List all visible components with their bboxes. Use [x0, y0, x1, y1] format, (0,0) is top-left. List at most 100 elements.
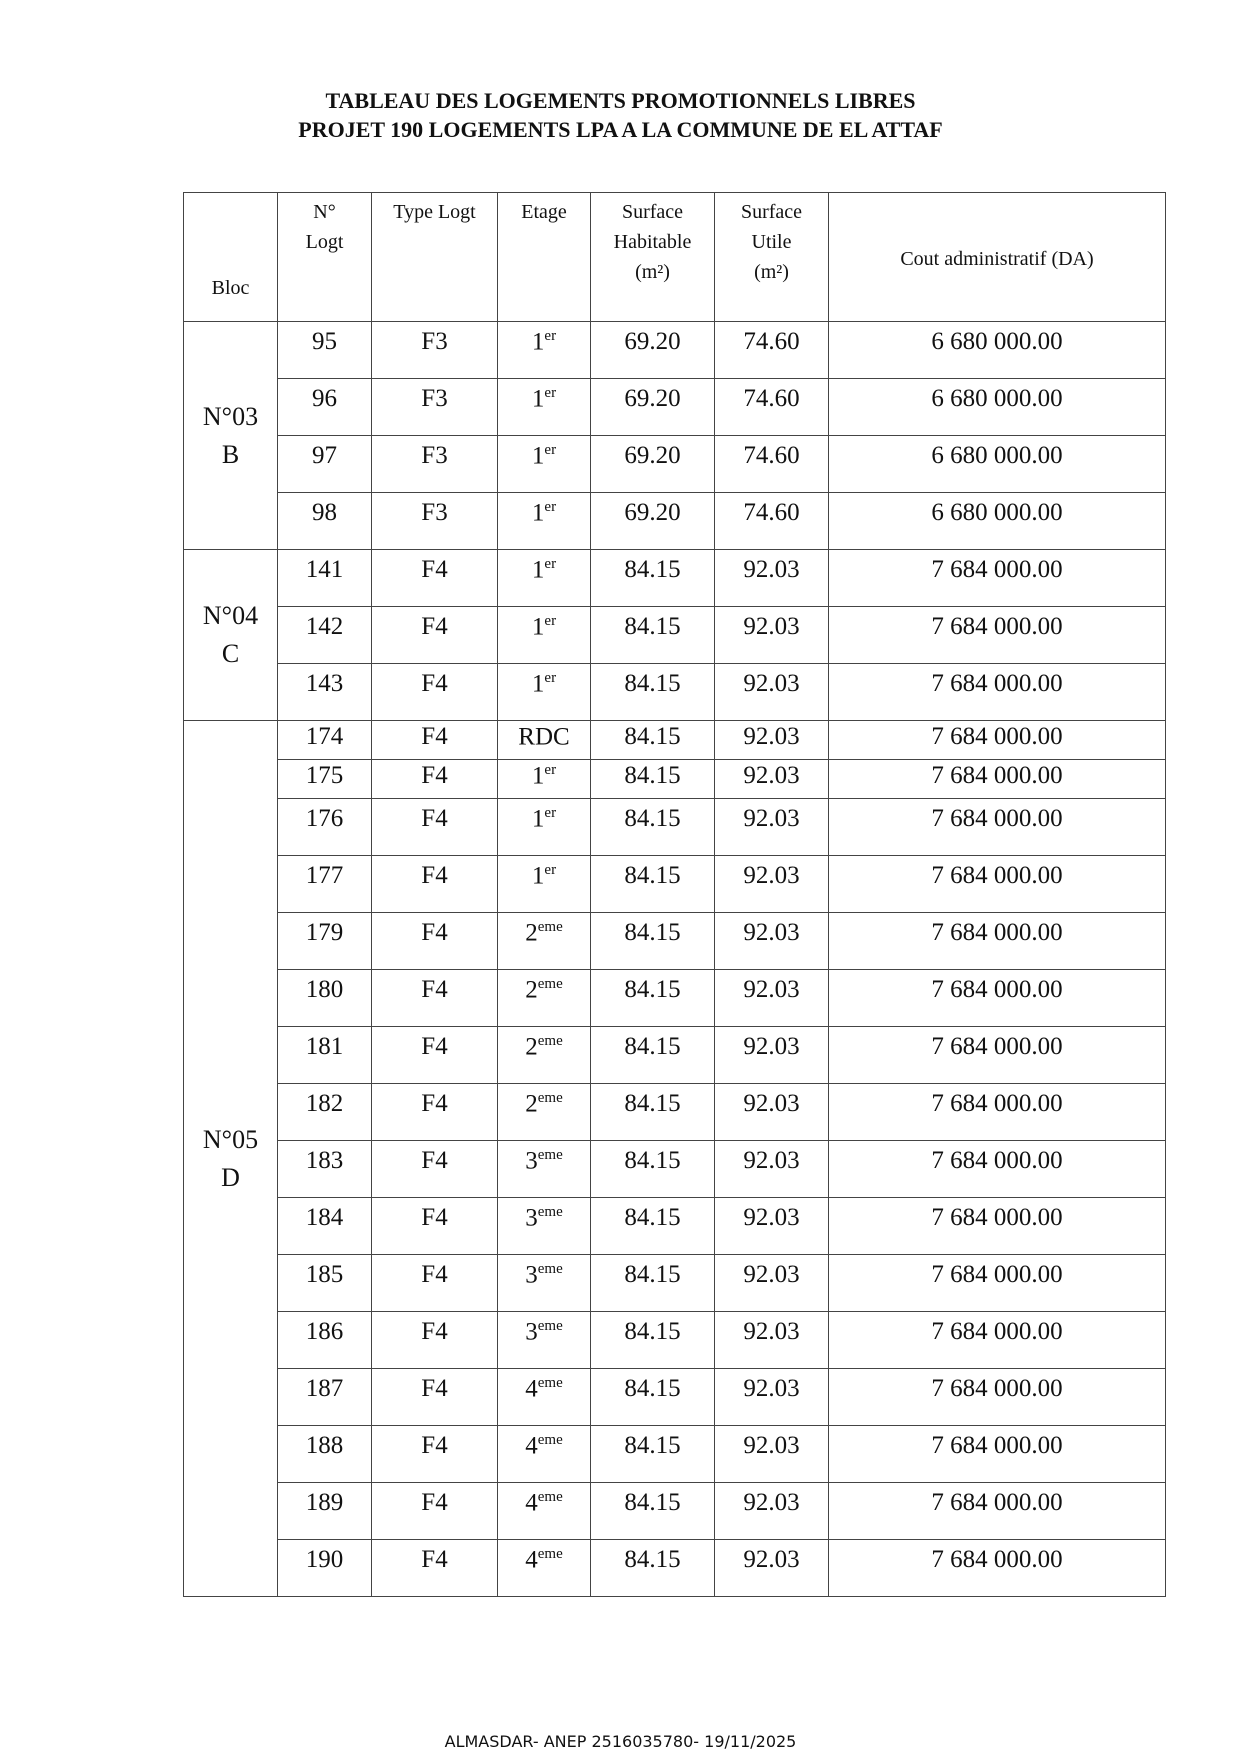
etage: 3	[525, 1261, 538, 1289]
etage-suffix: er	[544, 613, 557, 629]
surface-habitable: 84.15	[624, 1318, 681, 1345]
type-logt: F4	[421, 670, 448, 697]
logt-number-cell: 143	[277, 663, 372, 721]
bloc-letter: B	[221, 439, 240, 469]
surface-utile: 92.03	[743, 1318, 800, 1345]
type-logt: F4	[421, 1033, 448, 1060]
surface-utile-cell: 92.03	[714, 1197, 829, 1255]
logt-number-cell: 97	[277, 435, 372, 493]
logt-number-cell: 98	[277, 492, 372, 550]
cout: 7 684 000.00	[931, 1432, 1063, 1459]
housing-table: Bloc N° Logt Type Logt Etage Surface Habit…	[183, 192, 1166, 1597]
surface-habitable: 69.20	[624, 499, 681, 526]
logt-number: 182	[305, 1090, 344, 1117]
etage: 3	[525, 1318, 538, 1346]
surface-utile: 92.03	[743, 556, 800, 583]
etage: 1	[531, 613, 545, 641]
cout: 7 684 000.00	[931, 1375, 1063, 1402]
bloc-number: N°04	[202, 601, 259, 630]
surface-habitable: 84.15	[624, 976, 681, 1003]
etage-cell: 1er	[497, 492, 591, 550]
etage-cell: 2eme	[497, 1083, 591, 1141]
surface-habitable-cell: 84.15	[590, 1539, 715, 1597]
logt-number: 179	[305, 919, 344, 946]
surface-utile: 92.03	[743, 1375, 800, 1402]
cout-cell: 6 680 000.00	[828, 321, 1166, 379]
table-row: 180 F4 2eme 84.15 92.03 7 684 000.00	[184, 969, 1166, 1027]
surface-utile-cell: 92.03	[714, 1026, 829, 1084]
surface-utile-cell: 92.03	[714, 1368, 829, 1426]
etage: 1	[531, 762, 545, 790]
surface-utile-cell: 74.60	[714, 435, 829, 493]
surface-utile: 74.60	[743, 385, 800, 412]
type-logt: F4	[421, 1204, 448, 1231]
logt-number-cell: 180	[277, 969, 372, 1027]
etage-suffix: er	[544, 762, 557, 778]
logt-number-cell: 177	[277, 855, 372, 913]
surface-utile: 92.03	[743, 1090, 800, 1117]
surface-utile: 92.03	[743, 919, 800, 946]
logt-number: 177	[305, 862, 344, 889]
surface-habitable: 84.15	[624, 805, 681, 832]
header-row: Bloc N° Logt Type Logt Etage Surface Habit…	[183, 192, 1166, 322]
surface-utile-cell: 92.03	[714, 1425, 829, 1483]
logt-number: 97	[312, 442, 337, 469]
logt-number: 176	[305, 805, 344, 832]
etage-cell: 3eme	[497, 1311, 591, 1369]
etage-cell: 4eme	[497, 1539, 591, 1597]
surface-utile: 92.03	[743, 670, 800, 697]
table-row: 96 F3 1er 69.20 74.60 6 680 000.00	[184, 378, 1166, 436]
type-logt-cell: F4	[371, 1083, 498, 1141]
etage: 2	[525, 1033, 538, 1061]
bloc-cell: N°03 B	[183, 321, 278, 550]
type-logt-cell: F3	[371, 435, 498, 493]
cout: 7 684 000.00	[931, 723, 1063, 750]
bloc-cell: N°04 C	[183, 549, 278, 721]
surface-habitable: 84.15	[624, 613, 681, 640]
header-bloc: Bloc	[183, 192, 278, 322]
surface-utile-cell: 92.03	[714, 1083, 829, 1141]
type-logt: F4	[421, 1546, 448, 1573]
cout-cell: 7 684 000.00	[828, 798, 1166, 856]
etage-suffix: eme	[537, 1546, 563, 1562]
logt-number: 95	[312, 328, 337, 355]
surface-utile-cell: 92.03	[714, 969, 829, 1027]
etage-cell: 4eme	[497, 1425, 591, 1483]
cout: 6 680 000.00	[931, 385, 1063, 412]
table-row: 97 F3 1er 69.20 74.60 6 680 000.00	[184, 435, 1166, 493]
surface-habitable: 84.15	[624, 762, 681, 789]
surface-utile-cell: 92.03	[714, 1311, 829, 1369]
surface-habitable: 69.20	[624, 442, 681, 469]
surface-utile-cell: 92.03	[714, 1482, 829, 1540]
surface-habitable: 84.15	[624, 1033, 681, 1060]
table-row: 142 F4 1er 84.15 92.03 7 684 000.00	[184, 606, 1166, 664]
etage-suffix: er	[544, 805, 557, 821]
surface-utile-cell: 92.03	[714, 606, 829, 664]
logt-number: 96	[312, 385, 337, 412]
surface-habitable-cell: 84.15	[590, 759, 715, 799]
cout: 7 684 000.00	[931, 1204, 1063, 1231]
etage-suffix: er	[544, 442, 557, 458]
type-logt-cell: F4	[371, 606, 498, 664]
surface-utile-cell: 92.03	[714, 855, 829, 913]
type-logt-cell: F4	[371, 912, 498, 970]
table-row: 179 F4 2eme 84.15 92.03 7 684 000.00	[184, 912, 1166, 970]
etage-suffix: eme	[537, 1261, 563, 1277]
cout: 7 684 000.00	[931, 1090, 1063, 1117]
logt-number-cell: 185	[277, 1254, 372, 1312]
type-logt-cell: F4	[371, 855, 498, 913]
etage: 1	[531, 862, 545, 890]
bloc-letter: C	[221, 639, 240, 668]
surface-utile-cell: 92.03	[714, 759, 829, 799]
surface-utile: 92.03	[743, 1147, 800, 1174]
type-logt: F4	[421, 1318, 448, 1345]
cout-cell: 7 684 000.00	[828, 1482, 1166, 1540]
etage: 3	[525, 1147, 538, 1175]
table-row: N°03 B 95 F3 1er 69.20 74.60 6 680 000.00	[183, 321, 1166, 550]
surface-habitable-cell: 84.15	[590, 969, 715, 1027]
type-logt-cell: F4	[371, 759, 498, 799]
logt-number-cell: 175	[277, 759, 372, 799]
surface-utile-cell: 74.60	[714, 321, 829, 379]
etage-suffix: er	[544, 385, 557, 401]
table-row: 187 F4 4eme 84.15 92.03 7 684 000.00	[184, 1368, 1166, 1426]
